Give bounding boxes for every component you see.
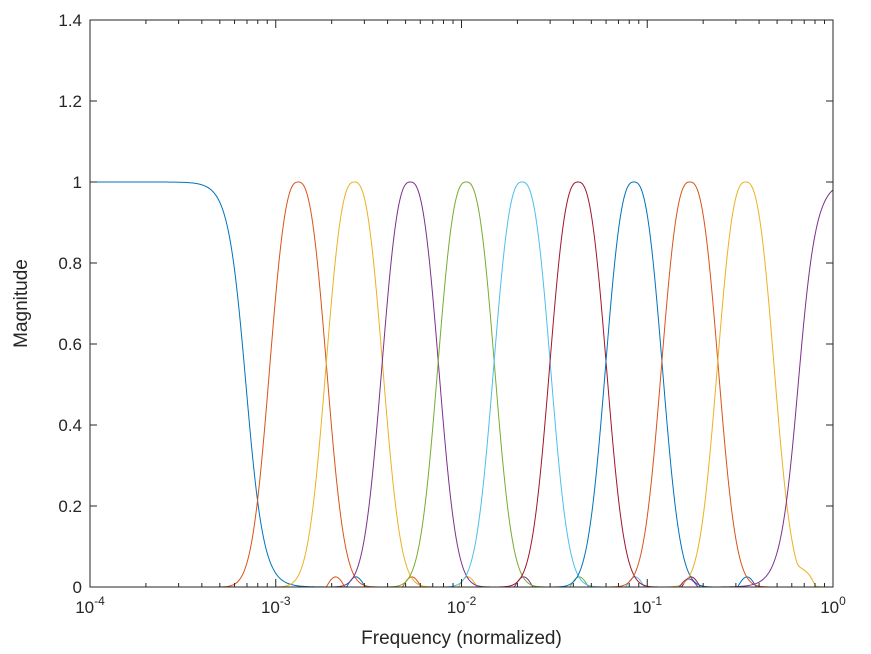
y-axis-label: Magnitude [11, 259, 32, 348]
y-tick-label: 1 [73, 173, 82, 192]
x-tick-label: 100 [820, 594, 846, 617]
y-tick-label: 0.4 [58, 416, 82, 435]
y-tick-label: 0 [73, 578, 82, 597]
x-tick-base: 10 [261, 598, 280, 617]
x-tick-base: 10 [632, 598, 651, 617]
plot-background [90, 20, 833, 587]
x-tick-label: 10-1 [632, 594, 662, 617]
x-axis-label: Frequency (normalized) [361, 628, 562, 649]
y-tick-label: 0.2 [58, 497, 82, 516]
x-tick-base: 10 [75, 598, 94, 617]
x-tick-base: 10 [820, 598, 839, 617]
x-tick-exponent: 0 [839, 594, 846, 608]
y-tick-label: 1.2 [58, 92, 82, 111]
x-tick-exponent: -3 [280, 594, 291, 608]
x-tick-base: 10 [447, 598, 466, 617]
x-tick-exponent: -2 [466, 594, 477, 608]
x-tick-label: 10-2 [447, 594, 477, 617]
y-tick-label: 0.8 [58, 254, 82, 273]
y-axis: 0 0.2 0.4 0.6 0.8 1 1.2 1.4 [58, 11, 833, 597]
x-tick-label: 10-4 [75, 594, 105, 617]
y-tick-label: 1.4 [58, 11, 82, 30]
y-tick-label: 0.6 [58, 335, 82, 354]
x-tick-label: 10-3 [261, 594, 291, 617]
x-tick-exponent: -1 [651, 594, 662, 608]
x-tick-exponent: -4 [94, 594, 105, 608]
x-axis: 10-4 10-3 10-2 10-1 100 [75, 20, 846, 617]
